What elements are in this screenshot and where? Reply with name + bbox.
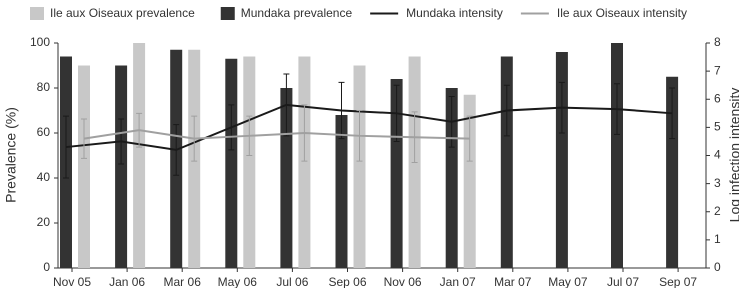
x-tick-label: Nov 06 [384,275,422,288]
bar [78,65,90,268]
x-tick-label: May 06 [218,275,258,288]
y-tick-label: 80 [37,80,51,94]
y2-tick-label: 3 [714,176,721,190]
x-tick-label: Sep 07 [659,275,697,288]
y-tick-label: 100 [30,35,50,49]
x-tick-label: Jul 06 [276,275,308,288]
y-tick-label: 40 [37,170,51,184]
y2-tick-label: 7 [714,63,721,77]
x-tick-label: Jan 06 [109,275,145,288]
bar [666,76,679,268]
x-tick-label: Mar 07 [494,275,532,288]
y2-tick-label: 8 [714,35,721,49]
legend-swatch [220,7,235,20]
legend-swatch [30,7,44,20]
legend-label: Mundaka prevalence [241,6,353,20]
bar [115,65,128,268]
y-tick-label: 60 [37,125,51,139]
error-bar [81,118,87,159]
x-tick-label: Nov 05 [53,275,91,288]
y2-tick-label: 5 [714,120,721,134]
bar [611,43,623,268]
bar [133,43,146,268]
line [65,103,673,151]
x-tick-label: Jan 07 [440,275,476,288]
x-tick-label: May 07 [548,275,588,288]
y2-tick-label: 2 [714,204,721,218]
x-tick-label: Mar 06 [164,275,202,288]
legend-label: Mundaka intensity [406,6,503,20]
y-tick-label: 20 [37,215,51,229]
bar [243,56,256,268]
y-tick-label: 0 [43,260,50,274]
bar [445,88,458,268]
y2-tick-label: 0 [714,260,721,274]
bar [335,115,348,268]
y2-tick-label: 1 [714,232,721,246]
bar [298,56,311,268]
bar [225,58,238,268]
y2-tick-label: 6 [714,91,721,105]
bar [390,79,403,268]
x-tick-label: Sep 06 [328,275,366,288]
x-tick-label: Jul 07 [607,275,639,288]
y2-axis-label: Log infection intensity [727,88,739,223]
legend-label: Ile aux Oiseaux intensity [557,6,687,20]
bar [555,52,568,268]
bar [353,65,366,268]
y2-tick-label: 4 [714,148,721,162]
y-axis-label: Prevalence (%) [3,107,19,203]
line [83,129,470,140]
legend-label: Ile aux Oiseaux prevalence [50,6,195,20]
